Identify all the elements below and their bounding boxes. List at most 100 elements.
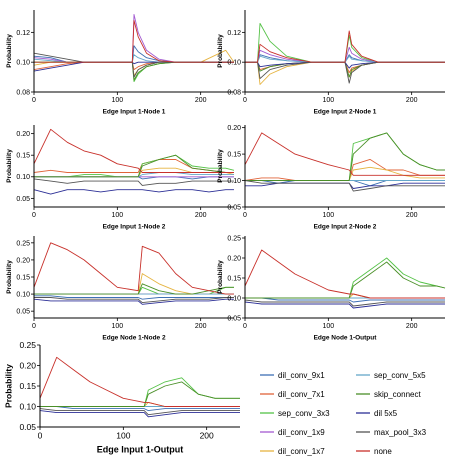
y-tick-label: 0.15: [16, 153, 30, 160]
x-axis-label: Edge Input 1-Node 1: [103, 109, 166, 116]
y-tick-label: 0.10: [16, 292, 30, 299]
y-tick-label: 0.12: [227, 30, 241, 37]
legend-label-max_pool_3x3: max_pool_3x3: [374, 428, 427, 437]
series-line-skip_connect: [245, 261, 446, 299]
y-axis-label: Probability: [217, 34, 224, 68]
x-axis-label: Edge Input 1-Node 2: [103, 224, 166, 231]
legend-label-dil_conv_9x1: dil_conv_9x1: [278, 371, 325, 380]
x-tick-label: 200: [195, 323, 207, 330]
legend-label-none: none: [374, 447, 392, 456]
series-line-dil_conv_9x1: [245, 297, 445, 303]
series-line-dil_conv_1x7: [33, 49, 235, 77]
y-tick-label: 0.10: [16, 174, 30, 181]
series-line-max_pool_3x3: [244, 299, 445, 307]
y-tick-label: 0.20: [16, 257, 30, 264]
x-tick-label: 100: [111, 97, 123, 104]
y-tick-label: 0.25: [19, 340, 36, 350]
series-line-dil_5x5: [244, 301, 445, 309]
series-line-none: [34, 19, 234, 63]
series-line-none: [39, 356, 240, 407]
y-tick-label: 0.20: [227, 255, 241, 262]
x-tick-label: 200: [406, 212, 418, 219]
series-line-dil_5x5: [33, 298, 234, 305]
legend-label-dil_conv_1x9: dil_conv_1x9: [278, 428, 325, 437]
legend-label-dil_5x5: dil 5x5: [374, 409, 398, 418]
series-line-max_pool_3x3: [34, 297, 234, 304]
series-line-skip_connect: [34, 154, 234, 178]
series-line-dil_conv_9x1: [33, 45, 234, 63]
series-line-none: [33, 128, 234, 173]
chart-panel-3: 0.05 0.10 0.15 0.20 0 100 200 Edge Input 1-Node…: [6, 125, 235, 231]
series-line-dil_conv_9x1: [34, 295, 234, 300]
chart-panel-2: 0.08 0.10 0.12 0 100 200 Edge Input 2-Node 1 Pr…: [217, 10, 445, 116]
series-line-dil_conv_9x1: [40, 406, 240, 412]
x-tick-label: 0: [32, 212, 36, 219]
x-tick-label: 0: [32, 97, 36, 104]
y-tick-label: 0.10: [227, 60, 241, 67]
y-tick-label: 0.10: [16, 60, 30, 67]
series-line-none: [244, 249, 445, 299]
y-tick-label: 0.15: [16, 274, 30, 281]
y-tick-label: 0.15: [227, 152, 241, 159]
x-axis-label: Edge Node 1-Node 2: [102, 335, 166, 342]
series-line-skip_connect: [40, 381, 240, 407]
series-line-dil_5x5: [33, 189, 234, 195]
y-tick-label: 0.12: [16, 30, 30, 37]
x-tick-label: 0: [32, 323, 36, 330]
x-tick-label: 200: [406, 323, 418, 330]
x-tick-label: 100: [322, 323, 334, 330]
x-tick-label: 100: [322, 212, 334, 219]
series-line-sep_conv_5x5: [34, 172, 234, 178]
series-line-max_pool_3x3: [245, 61, 445, 84]
chart-panel-5: 0.05 0.10 0.15 0.20 0.25 0 100 200 Edge Node 1-N…: [6, 236, 234, 342]
series-line-skip_connect: [34, 283, 234, 295]
y-tick-label: 0.20: [16, 131, 30, 138]
y-axis-label: Probability: [3, 364, 13, 408]
series-line-skip_connect: [245, 132, 445, 181]
series-line-dil_conv_1x7: [245, 293, 445, 299]
x-tick-label: 200: [406, 97, 418, 104]
chart-panel-7: 0.05 0.10 0.15 0.20 0.25 0 100 200 Edge Input 1-…: [3, 340, 240, 455]
y-tick-label: 0.05: [227, 204, 241, 211]
series-line-max_pool_3x3: [33, 52, 234, 78]
y-tick-label: 0.05: [16, 309, 30, 316]
x-axis-label: Edge Input 1-Output: [97, 445, 183, 455]
x-tick-label: 0: [243, 212, 247, 219]
y-axis-label: Probability: [217, 260, 224, 294]
chart-panel-6: 0.05 0.10 0.15 0.20 0.25 0 100 200 Edge Node 1-O…: [217, 235, 446, 342]
legend-label-sep_conv_5x5: sep_conv_5x5: [374, 371, 426, 380]
series-line-none: [33, 242, 234, 295]
y-tick-label: 0.25: [16, 240, 30, 247]
x-tick-label: 200: [200, 431, 214, 441]
y-tick-label: 0.05: [19, 422, 36, 432]
series-line-max_pool_3x3: [244, 180, 445, 192]
series-line-none: [245, 30, 445, 63]
x-tick-label: 200: [195, 212, 207, 219]
legend: dil_conv_9x1 sep_conv_5x5 dil_conv_7x1 skip…: [260, 371, 427, 456]
x-tick-label: 0: [38, 431, 43, 441]
y-tick-label: 0.20: [19, 360, 36, 370]
series-line-none: [244, 132, 445, 176]
y-tick-label: 0.05: [16, 196, 30, 203]
series-line-sep_conv_3x3: [40, 377, 240, 407]
y-tick-label: 0.10: [227, 295, 241, 302]
x-tick-label: 200: [195, 97, 207, 104]
x-tick-label: 0: [243, 323, 247, 330]
legend-label-dil_conv_1x7: dil_conv_1x7: [278, 447, 325, 456]
x-axis-label: Edge Node 1-Output: [314, 335, 378, 342]
series-line-max_pool_3x3: [33, 178, 234, 186]
chart-panel-4: 0.05 0.10 0.15 0.20 0 100 200 Edge Input 2-Node…: [217, 125, 445, 231]
x-tick-label: 0: [243, 97, 247, 104]
x-tick-label: 100: [116, 431, 130, 441]
legend-label-sep_conv_3x3: sep_conv_3x3: [278, 409, 330, 418]
x-axis-label: Edge Input 2-Node 2: [314, 224, 377, 231]
series-line-dil_conv_1x7: [34, 273, 234, 295]
y-axis-label: Probability: [6, 260, 13, 294]
series-line-dil_conv_7x1: [33, 159, 234, 173]
legend-label-skip_connect: skip_connect: [374, 390, 421, 399]
y-tick-label: 0.15: [19, 381, 36, 391]
series-line-sep_conv_3x3: [34, 154, 235, 178]
y-axis-label: Probability: [217, 149, 224, 183]
x-tick-label: 100: [322, 97, 334, 104]
